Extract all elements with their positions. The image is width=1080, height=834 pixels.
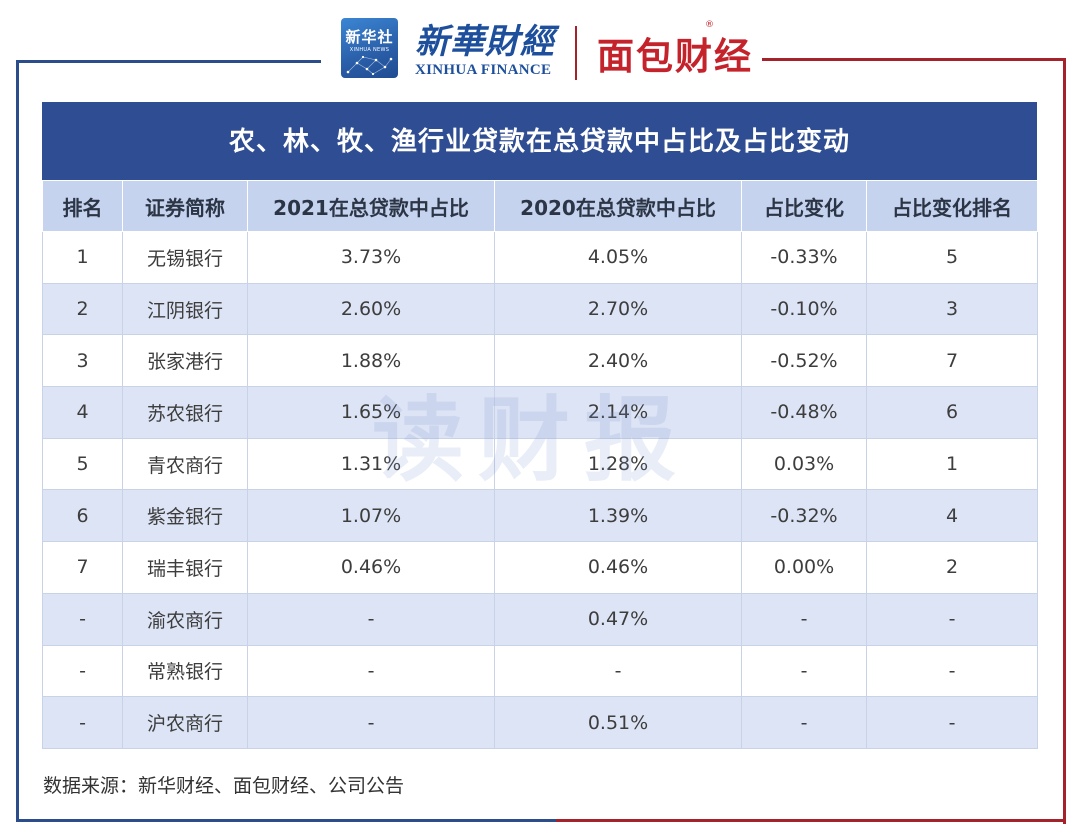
cell-2020-share: 2.14% bbox=[494, 386, 742, 439]
xinhuashe-logo-en: XINHUA NEWS bbox=[349, 47, 390, 53]
table-row: - 沪农商行 - 0.51% - - bbox=[42, 696, 1038, 749]
cell-change: - bbox=[741, 644, 867, 698]
cell-2021-share: 1.07% bbox=[247, 489, 495, 543]
cell-2020-share: 0.46% bbox=[494, 541, 742, 594]
column-header-2020-share: 2020在总贷款中占比 bbox=[494, 180, 742, 232]
column-header-rank: 排名 bbox=[42, 180, 123, 232]
cell-name: 苏农银行 bbox=[122, 386, 248, 439]
cell-change-rank: - bbox=[866, 644, 1038, 698]
cell-2021-share: - bbox=[247, 696, 495, 749]
cell-change: 0.03% bbox=[741, 437, 867, 491]
cell-2021-share: - bbox=[247, 592, 495, 646]
xinhuashe-logo: 新华社 XINHUA NEWS bbox=[341, 18, 398, 78]
table-row: - 常熟银行 - - - - bbox=[42, 644, 1038, 698]
cell-change-rank: - bbox=[866, 696, 1038, 749]
table-row: 1 无锡银行 3.73% 4.05% -0.33% 5 bbox=[42, 231, 1038, 284]
cell-name: 青农商行 bbox=[122, 437, 248, 491]
cell-change-rank: 2 bbox=[866, 541, 1038, 594]
cell-name: 无锡银行 bbox=[122, 231, 248, 284]
cell-change-rank: 3 bbox=[866, 282, 1038, 336]
cell-2020-share: 1.39% bbox=[494, 489, 742, 543]
cell-2020-share: 0.51% bbox=[494, 696, 742, 749]
cell-2020-share: 0.47% bbox=[494, 592, 742, 646]
cell-rank: 2 bbox=[42, 282, 123, 336]
cell-change-rank: 4 bbox=[866, 489, 1038, 543]
cell-change-rank: 5 bbox=[866, 231, 1038, 284]
cell-change: - bbox=[741, 696, 867, 749]
cell-2021-share: 1.65% bbox=[247, 386, 495, 439]
registered-mark: ® bbox=[705, 20, 714, 30]
cell-change: 0.00% bbox=[741, 541, 867, 594]
cell-change: -0.48% bbox=[741, 386, 867, 439]
cell-change-rank: 1 bbox=[866, 437, 1038, 491]
cell-name: 瑞丰银行 bbox=[122, 541, 248, 594]
cell-rank: 1 bbox=[42, 231, 123, 284]
cell-rank: - bbox=[42, 696, 123, 749]
cell-2021-share: 0.46% bbox=[247, 541, 495, 594]
cell-change: -0.10% bbox=[741, 282, 867, 336]
network-dots-icon bbox=[346, 55, 393, 76]
cell-2021-share: 2.60% bbox=[247, 282, 495, 336]
data-table: 排名 证券简称 2021在总贷款中占比 2020在总贷款中占比 占比变化 占比变… bbox=[42, 180, 1038, 749]
frame-line-blue-left bbox=[16, 60, 19, 822]
table-row: 6 紫金银行 1.07% 1.39% -0.32% 4 bbox=[42, 489, 1038, 543]
cell-rank: 5 bbox=[42, 437, 123, 491]
cell-name: 紫金银行 bbox=[122, 489, 248, 543]
table-header-row: 排名 证券简称 2021在总贷款中占比 2020在总贷款中占比 占比变化 占比变… bbox=[42, 180, 1038, 232]
column-header-name: 证券简称 bbox=[122, 180, 248, 232]
mianbao-finance-logo: 面包财经 bbox=[597, 35, 753, 78]
cell-rank: 6 bbox=[42, 489, 123, 543]
frame-line-red-right bbox=[1063, 58, 1066, 824]
column-header-change-rank: 占比变化排名 bbox=[866, 180, 1038, 232]
cell-change: -0.32% bbox=[741, 489, 867, 543]
cell-name: 沪农商行 bbox=[122, 696, 248, 749]
table-row: 4 苏农银行 1.65% 2.14% -0.48% 6 bbox=[42, 386, 1038, 439]
cell-2020-share: 2.70% bbox=[494, 282, 742, 336]
cell-change: - bbox=[741, 592, 867, 646]
table-row: 5 青农商行 1.31% 1.28% 0.03% 1 bbox=[42, 437, 1038, 491]
cell-2021-share: 3.73% bbox=[247, 231, 495, 284]
xinhuashe-logo-cn: 新华社 bbox=[345, 28, 394, 46]
cell-rank: - bbox=[42, 592, 123, 646]
frame-line-red-bottom bbox=[556, 819, 1066, 822]
source-note: 数据来源：新华财经、面包财经、公司公告 bbox=[43, 775, 405, 797]
cell-name: 常熟银行 bbox=[122, 644, 248, 698]
cell-2020-share: 1.28% bbox=[494, 437, 742, 491]
column-header-2021-share: 2021在总贷款中占比 bbox=[247, 180, 495, 232]
cell-2020-share: 2.40% bbox=[494, 334, 742, 388]
cell-rank: 4 bbox=[42, 386, 123, 439]
cell-2020-share: 4.05% bbox=[494, 231, 742, 284]
cell-change: -0.33% bbox=[741, 231, 867, 284]
cell-name: 张家港行 bbox=[122, 334, 248, 388]
frame-line-blue-bottom bbox=[16, 819, 556, 822]
cell-2021-share: 1.88% bbox=[247, 334, 495, 388]
table-title: 农、林、牧、渔行业贷款在总贷款中占比及占比变动 bbox=[42, 102, 1037, 180]
table-row: 7 瑞丰银行 0.46% 0.46% 0.00% 2 bbox=[42, 541, 1038, 594]
cell-2021-share: 1.31% bbox=[247, 437, 495, 491]
cell-rank: - bbox=[42, 644, 123, 698]
xinhua-finance-logo-en: XINHUA FINANCE bbox=[415, 62, 552, 78]
frame-line-red-top bbox=[762, 58, 1066, 61]
table-row: 3 张家港行 1.88% 2.40% -0.52% 7 bbox=[42, 334, 1038, 388]
frame-line-blue-top bbox=[16, 60, 321, 63]
logo-divider bbox=[575, 26, 577, 80]
cell-change: -0.52% bbox=[741, 334, 867, 388]
cell-name: 渝农商行 bbox=[122, 592, 248, 646]
column-header-change: 占比变化 bbox=[741, 180, 867, 232]
cell-change-rank: 6 bbox=[866, 386, 1038, 439]
table-row: - 渝农商行 - 0.47% - - bbox=[42, 592, 1038, 646]
cell-rank: 3 bbox=[42, 334, 123, 388]
cell-2021-share: - bbox=[247, 644, 495, 698]
cell-change-rank: - bbox=[866, 592, 1038, 646]
cell-name: 江阴银行 bbox=[122, 282, 248, 336]
cell-rank: 7 bbox=[42, 541, 123, 594]
table-row: 2 江阴银行 2.60% 2.70% -0.10% 3 bbox=[42, 282, 1038, 336]
cell-2020-share: - bbox=[494, 644, 742, 698]
xinhua-finance-logo-cn: 新華財經 bbox=[415, 22, 555, 62]
cell-change-rank: 7 bbox=[866, 334, 1038, 388]
